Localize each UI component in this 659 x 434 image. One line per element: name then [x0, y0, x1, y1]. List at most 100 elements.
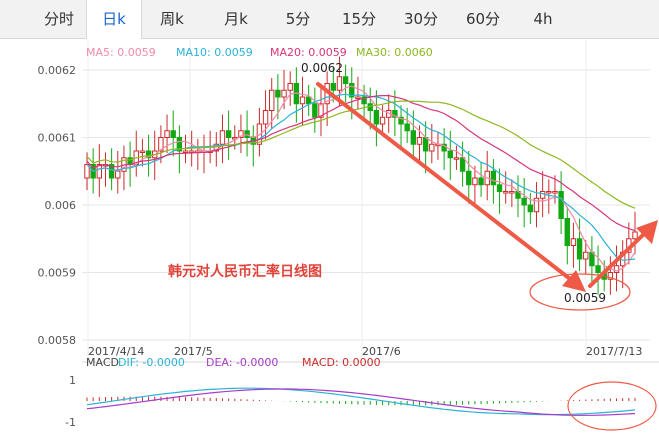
candle-body [305, 96, 312, 105]
candle-body [632, 231, 638, 240]
y-tick-label: 0.0061 [38, 132, 77, 145]
low-highlight-ellipse [529, 273, 631, 311]
candle-body [238, 130, 244, 138]
candle-body [145, 150, 152, 159]
candle-body [583, 251, 589, 260]
macd-y-tick: -1 [65, 416, 76, 429]
price-grid: 0.0062 0.0061 0.006 0.0059 0.0058 [38, 40, 659, 363]
annotations: 0.0062 韩元对人民币汇率日线图 0.0059 [168, 61, 658, 311]
candle-body [546, 191, 552, 194]
candle-body [312, 103, 318, 118]
candle-body [355, 96, 361, 99]
candle-body [595, 265, 601, 273]
x-tick-label: 2017/6 [362, 345, 401, 358]
candle-body [225, 130, 232, 138]
y-tick-label: 0.0059 [38, 267, 77, 280]
macd-legend-item: DIF: -0.0000 [118, 356, 185, 369]
candle-body [539, 191, 546, 199]
downtrend-arrow-head [562, 270, 586, 292]
uptrend-arrow-line [588, 230, 648, 288]
candle-body [392, 110, 398, 118]
tab-7[interactable]: 60分 [465, 10, 501, 28]
ma20-line [86, 94, 636, 232]
dif-line [86, 387, 636, 416]
candle-body [416, 137, 423, 145]
macd-title: MACD [86, 356, 119, 369]
candle-body [330, 83, 336, 91]
dea-line [86, 388, 636, 416]
candle-body [613, 265, 620, 273]
candle-body [342, 76, 349, 84]
candle-body [509, 191, 515, 194]
chart-period-tabs: 分时 日k 周k 月k 5分 15分 30分 60分 4h [0, 0, 659, 39]
candle-body [429, 143, 435, 152]
x-axis-labels: 2017/4/14 2017/5 2017/6 2017/7/13 [88, 345, 642, 358]
macd-legend-item: DEA: -0.0000 [206, 356, 278, 369]
ma-legend: MA5: 0.0059 MA10: 0.0059 MA20: 0.0059 MA30:… [86, 46, 433, 59]
tab-2[interactable]: 周k [160, 10, 184, 28]
candle-body [275, 89, 281, 98]
tab-6[interactable]: 30分 [403, 10, 439, 28]
candle-body [299, 96, 306, 105]
candle-body [115, 170, 121, 179]
candle-body [478, 177, 484, 186]
macd-panel: MACD DIF: -0.0000 DEA: -0.0000 MACD: 0.0000… [65, 356, 657, 431]
ma5-line [86, 85, 636, 272]
x-tick-label: 2017/5 [174, 345, 213, 358]
candle-body [459, 157, 466, 172]
low-price-label: 0.0059 [564, 291, 606, 305]
candle-body [108, 164, 115, 179]
candle-body [139, 150, 146, 153]
candle-body [496, 184, 503, 192]
candle-body [410, 130, 417, 145]
candle-body [96, 164, 103, 179]
ma-legend-item: MA20: 0.0059 [270, 46, 347, 59]
candle-body [158, 137, 164, 152]
candle-body [349, 83, 355, 98]
candle-body [607, 272, 614, 280]
candle-body [379, 116, 386, 125]
candle-body [262, 110, 269, 125]
tab-1[interactable]: 日k [86, 0, 142, 39]
candle-body [576, 238, 583, 260]
chart-title: 韩元对人民币汇率日线图 [168, 263, 322, 280]
tab-8[interactable]: 4h [533, 10, 553, 28]
y-tick-label: 0.006 [45, 199, 77, 212]
candle-body [502, 191, 509, 194]
candle-body [318, 103, 324, 118]
tab-5[interactable]: 15分 [341, 10, 377, 28]
candle-body [533, 197, 540, 213]
tab-4[interactable]: 5分 [285, 10, 311, 28]
candle-body [570, 238, 577, 246]
candle-body [361, 96, 367, 105]
peak-price-label: 0.0062 [301, 61, 343, 75]
candle-body [521, 197, 527, 206]
candle-body [447, 150, 453, 159]
candle-body [552, 191, 558, 194]
candle-body [398, 116, 404, 125]
x-tick-label: 2017/4/14 [88, 345, 144, 358]
candle-body [219, 130, 226, 145]
tab-3[interactable]: 月k [224, 10, 248, 28]
candles [84, 56, 638, 295]
candle-body [466, 170, 472, 186]
candle-body [453, 157, 460, 160]
candle-body [404, 123, 410, 132]
candle-body [269, 89, 275, 111]
candle-body [422, 137, 429, 152]
ma-legend-item: MA10: 0.0059 [176, 46, 253, 59]
candle-body [176, 137, 183, 152]
candle-body [472, 177, 478, 186]
tab-0[interactable]: 分时 [43, 10, 74, 28]
y-tick-label: 0.0058 [38, 334, 77, 347]
y-tick-label: 0.0062 [38, 64, 77, 77]
macd-highlight-ellipse [567, 381, 657, 431]
candle-body [490, 170, 497, 186]
candle-body [164, 130, 170, 138]
macd-legend-item: MACD: 0.0000 [302, 356, 381, 369]
candle-body [373, 110, 380, 125]
candle-body [558, 191, 564, 219]
ma30-line [86, 100, 636, 209]
candle-body [244, 130, 250, 138]
candle-body [281, 89, 287, 98]
